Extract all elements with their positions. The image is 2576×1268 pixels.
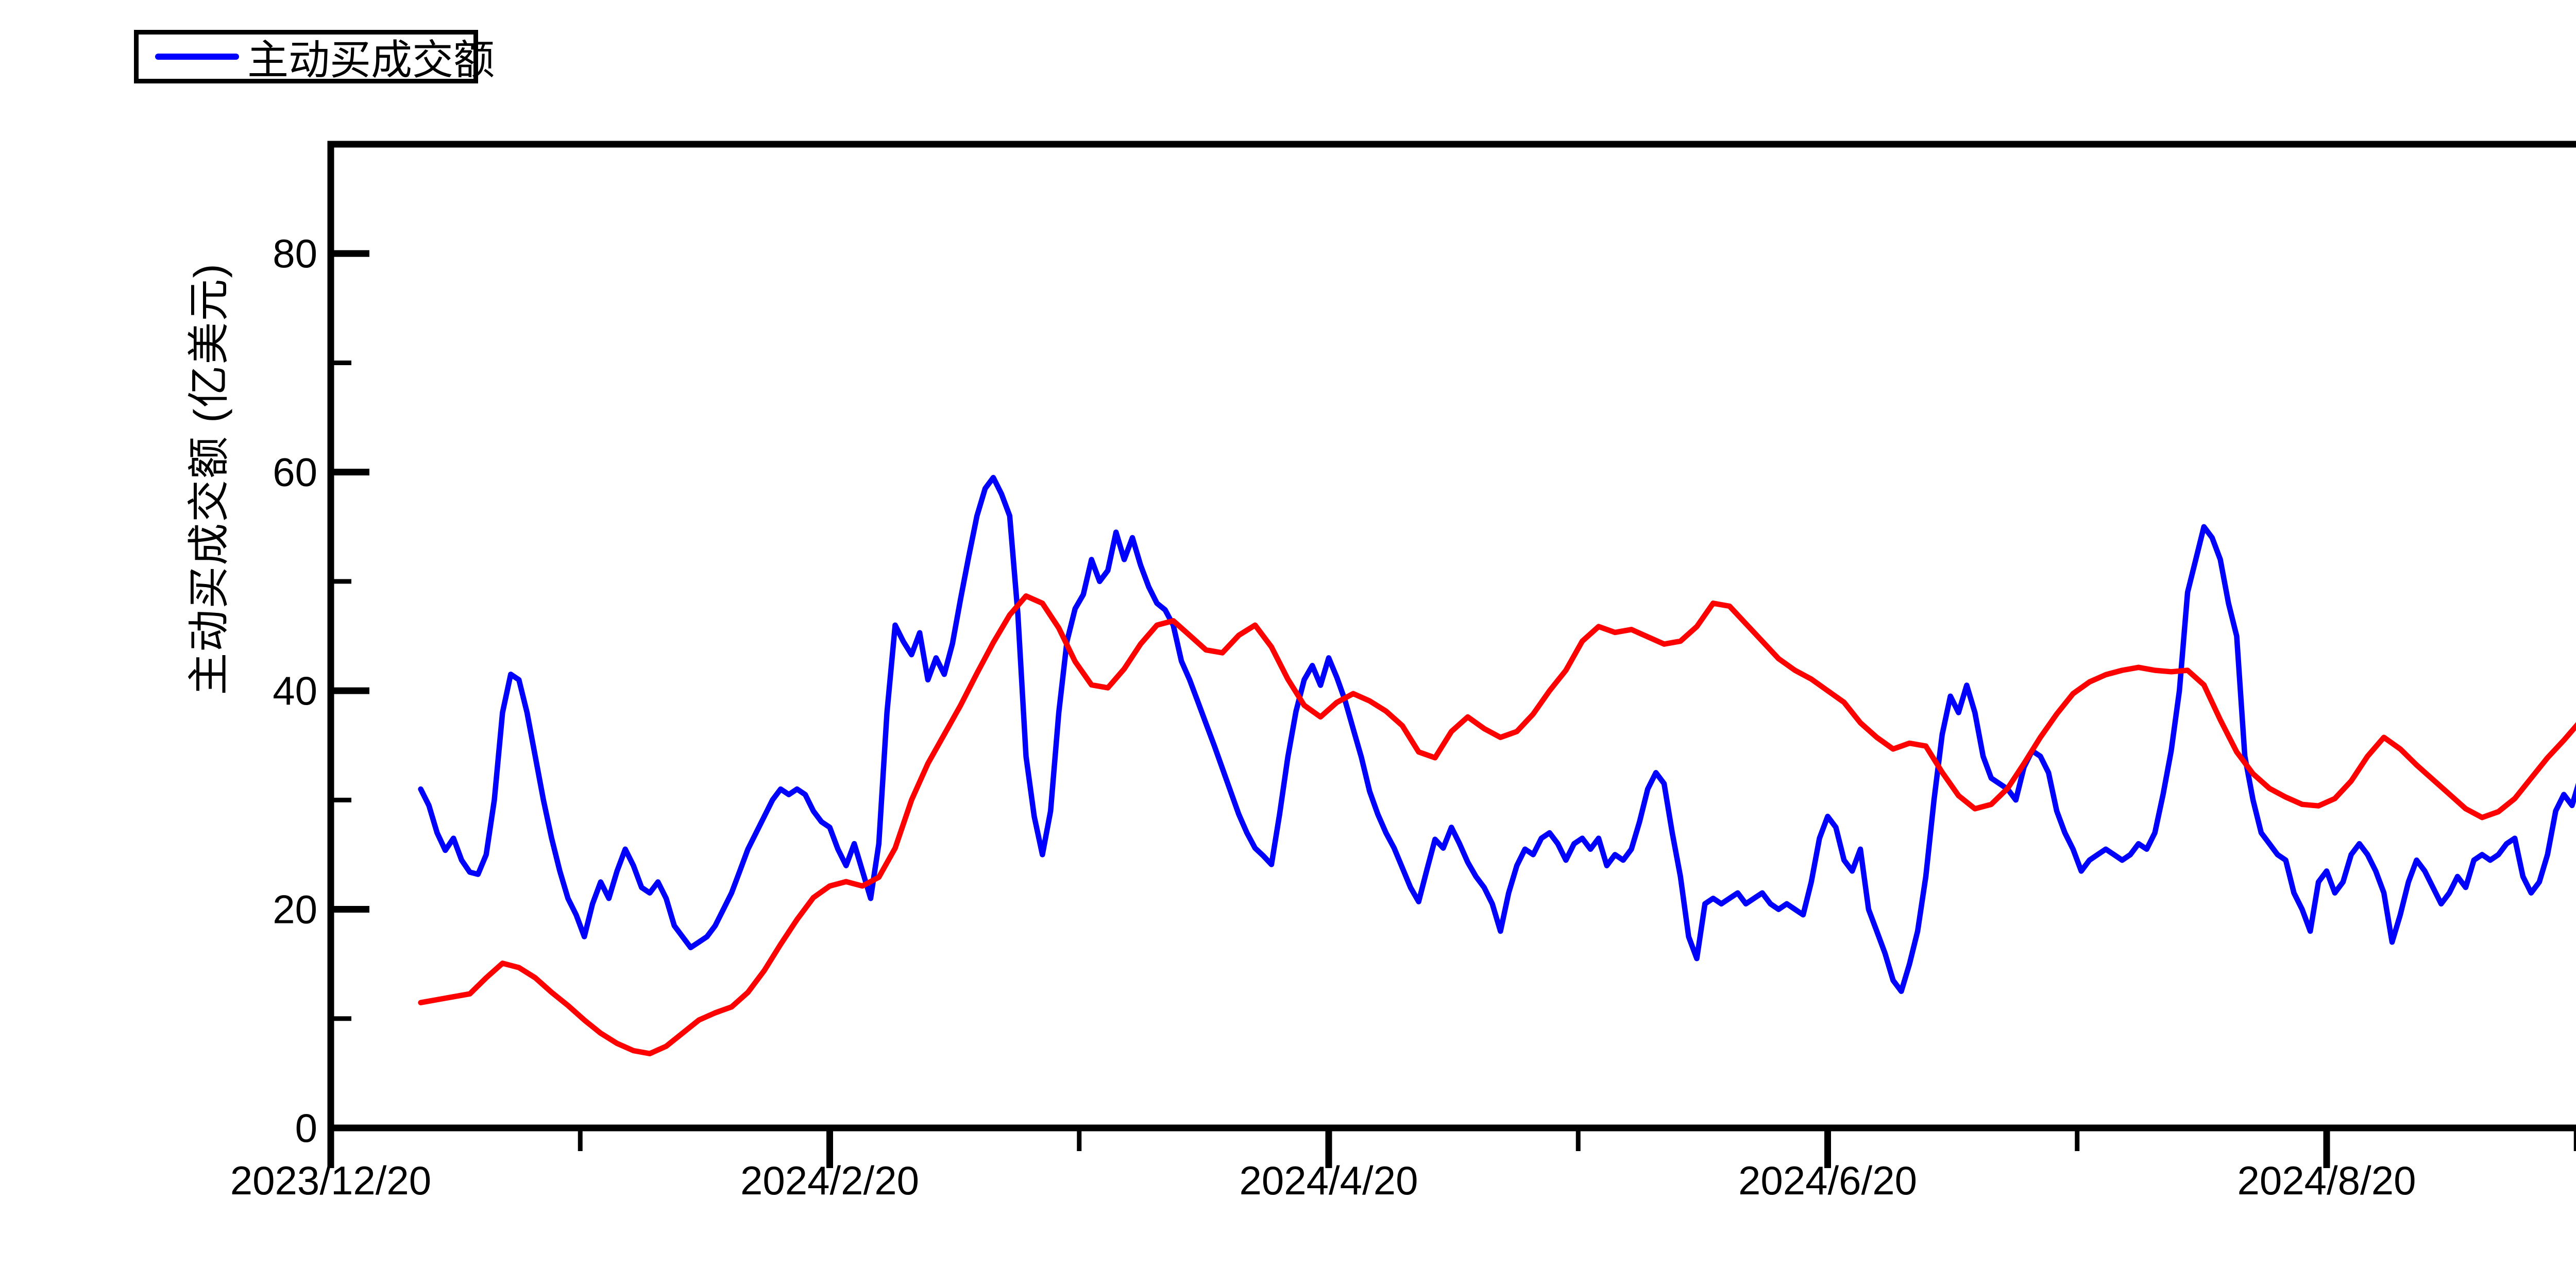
volume-line-series: [418, 475, 2576, 994]
svg-text:80: 80: [273, 231, 317, 276]
svg-text:2024/6/20: 2024/6/20: [1738, 1158, 1917, 1203]
left-axis-title: 主动买成交额 (亿美元): [185, 263, 233, 695]
svg-text:2024/8/20: 2024/8/20: [2237, 1158, 2416, 1203]
svg-text:40: 40: [273, 668, 317, 713]
legend-volume-line-swatch: [155, 54, 239, 60]
svg-text:2023/12/20: 2023/12/20: [230, 1158, 431, 1203]
axis-ticks: [327, 250, 2576, 1168]
series-lines: [418, 475, 2576, 1056]
price-line-series: [418, 593, 2576, 1056]
svg-text:2024/4/20: 2024/4/20: [1239, 1158, 1418, 1203]
svg-text:2024/2/20: 2024/2/20: [740, 1158, 919, 1203]
svg-text:60: 60: [273, 450, 317, 495]
svg-text:20: 20: [273, 887, 317, 932]
axis-tick-labels: 0204060803500040000450005000055000600006…: [230, 231, 2416, 1203]
svg-text:0: 0: [295, 1105, 317, 1151]
legend-volume[interactable]: 主动买成交额: [134, 30, 495, 83]
legend-volume-label: 主动买成交额: [247, 37, 495, 83]
